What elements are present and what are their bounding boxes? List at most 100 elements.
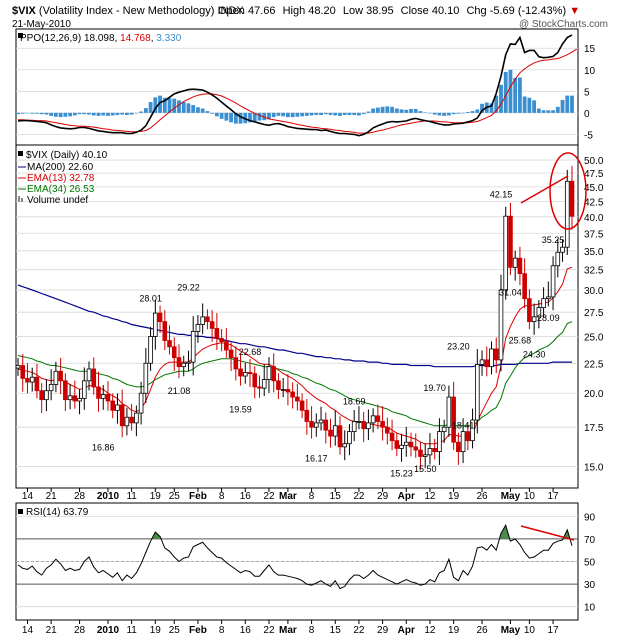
candle-body (512, 257, 518, 268)
candle-body (219, 338, 224, 342)
price-annotation: 31.04 (499, 287, 522, 297)
candle-body (214, 328, 220, 339)
ppo-hist-bar (177, 100, 181, 113)
ppo-hist-bar (125, 112, 129, 115)
price-y-tick: 40.0 (584, 213, 604, 224)
ppo-hist-bar (428, 112, 432, 114)
rsi-legend-value: 63.79 (63, 507, 88, 518)
ppo-hist-bar (153, 97, 158, 113)
ppo-hist-bar (58, 112, 63, 118)
ppo-y-tick: 5 (584, 87, 590, 98)
ppo-hist-bar (68, 112, 72, 117)
candle-body (489, 348, 494, 368)
ppo-legend-ppo: 18.098 (84, 33, 115, 44)
price-y-tick: 42.5 (584, 197, 604, 208)
candle-body (418, 449, 423, 457)
candle-body (422, 454, 428, 457)
rsi-line (17, 524, 573, 590)
candle-body (77, 397, 82, 402)
candle-body (224, 341, 229, 351)
ppo-hist-bar (366, 111, 371, 113)
candle-body (91, 368, 97, 388)
ppo-hist-bar (205, 111, 210, 113)
rsi-y-tick: 50 (584, 558, 596, 569)
ppo-hist-bar (49, 112, 54, 116)
candle-body (366, 422, 371, 430)
candle-body (560, 246, 565, 253)
candle-body (86, 368, 92, 382)
rsi-y-tick: 30 (584, 580, 596, 591)
rsi-y-tick: 90 (584, 512, 596, 523)
candle-body (564, 180, 570, 248)
price-annotation: 35.25 (542, 235, 565, 245)
ppo-hist-bar (233, 112, 238, 124)
price-y-tick: 30.0 (584, 286, 604, 297)
ppo-hist-bar (546, 110, 551, 113)
ppo-hist-bar (285, 112, 290, 118)
header-chg-marker: ▼ (569, 5, 580, 17)
candle-body (375, 415, 381, 422)
legend-volume: Volume undef (27, 195, 88, 206)
date-tick-label: 19 (448, 625, 460, 636)
candle-body (105, 394, 111, 402)
ppo-hist-bar (536, 108, 541, 113)
date-tick-label: 10 (524, 491, 536, 502)
ppo-hist-bar (532, 100, 537, 113)
date-tick-label: 11 (126, 491, 137, 502)
ppo-hist-bar (399, 109, 404, 113)
candle-body (96, 386, 101, 399)
date-tick-label: 2010 (97, 491, 120, 502)
candle-body (162, 321, 168, 341)
volume-swatch (18, 196, 20, 202)
date-tick-label: 22 (263, 625, 275, 636)
ppo-histogram (16, 69, 574, 124)
ppo-hist-bar (551, 110, 555, 113)
ppo-hist-bar (333, 112, 338, 116)
ppo-hist-bar (338, 112, 342, 116)
date-tick-label: 8 (219, 491, 225, 502)
candle-body (498, 289, 504, 361)
ppo-hist-bar (25, 112, 30, 114)
candle-body (134, 412, 139, 424)
candle-body (479, 359, 485, 365)
date-tick-label: 16 (240, 625, 252, 636)
ppo-hist-bar (281, 112, 286, 117)
date-tick-label: 15 (330, 491, 342, 502)
ppo-hist-bar (451, 112, 456, 115)
header-name: (Volatility Index - New Methodology) (39, 5, 214, 17)
candle-body (474, 363, 480, 421)
price-annotation: 28.01 (139, 294, 162, 304)
date-tick-label: 29 (377, 491, 389, 502)
date-tick-label: 21 (46, 491, 58, 502)
ppo-hist-bar (380, 106, 385, 113)
ppo-legend-label: PPO(12,26,9) (20, 33, 81, 44)
candle-body (323, 419, 329, 431)
price-annotation: 28.09 (537, 313, 560, 323)
candle-body (44, 390, 49, 401)
price-grid (16, 159, 578, 467)
price-y-tick: 47.5 (584, 169, 604, 180)
ppo-hist-bar (238, 112, 243, 124)
ppo-hist-bar (456, 112, 461, 114)
legend-ma200: MA(200) 22.60 (27, 162, 94, 173)
date-tick-label: Apr (398, 491, 415, 502)
price-y-ticks: 50.0 47.5 45.0 42.5 40.0 37.5 35.0 32.5 30.0 27.5… (584, 156, 604, 473)
ppo-hist-bar (262, 112, 267, 121)
candle-body (205, 316, 210, 323)
ppo-hist-bar (475, 109, 480, 113)
candle-body (531, 316, 537, 323)
ma200-line (17, 284, 572, 368)
ppo-hist-bar (404, 109, 409, 113)
candle-body (394, 440, 400, 449)
candle-body (342, 443, 348, 448)
candle-body (460, 431, 466, 453)
header-high: High 48.20 (283, 5, 336, 17)
header-close: Close 40.10 (401, 5, 460, 17)
date-tick-label: 22 (353, 491, 365, 502)
price-x-axis: 14 21 28 2010 11 19 25 Feb 8 16 22 Mar 8 15 22 29 Apr 12 1… (22, 488, 559, 502)
candle-body (413, 446, 419, 451)
ppo-hist-bar (522, 96, 527, 113)
candle-body (380, 421, 385, 428)
ppo-hist-bar (465, 111, 470, 113)
ppo-hist-bar (290, 112, 295, 118)
